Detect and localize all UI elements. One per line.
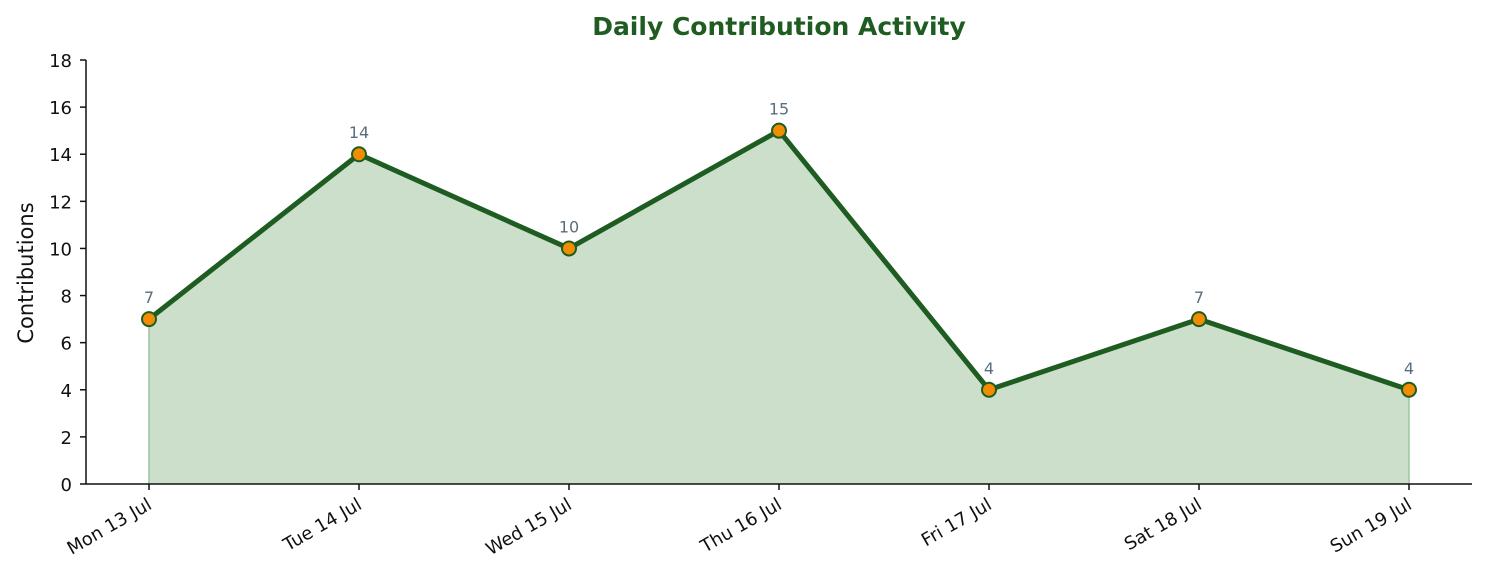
y-tick-label: 2 [61,428,72,449]
data-value-label: 10 [559,217,579,236]
data-point-marker [561,240,577,257]
data-point-marker [141,311,157,328]
data-point-marker [351,146,367,163]
y-tick-label: 18 [49,51,72,72]
y-tick-label: 8 [61,287,72,308]
x-tick-label: Wed 15 Jul [482,494,575,560]
y-tick-label: 12 [49,192,72,213]
y-tick-label: 10 [49,239,72,260]
x-tick-label: Mon 13 Jul [64,494,156,559]
markers-layer [141,122,1417,398]
y-tick-label: 4 [61,381,72,402]
chart-title: Daily Contribution Activity [592,12,966,41]
data-value-label: 7 [1194,288,1204,307]
y-tick-label: 16 [49,98,72,119]
data-value-label: 7 [144,288,154,307]
data-point-marker [771,122,787,139]
x-axis-ticks: Mon 13 Jul Tue 14 Jul Wed 15 Jul Thu 16 Jul… [64,484,1416,560]
area-fill [149,130,1409,484]
data-point-marker [981,381,997,398]
x-tick-label: Sun 19 Jul [1327,494,1416,557]
data-value-label: 14 [349,123,369,142]
x-tick-label: Tue 14 Jul [279,494,366,556]
y-tick-label: 0 [61,475,72,496]
x-tick-label: Sat 18 Jul [1121,494,1206,555]
y-axis-ticks: 0 2 4 6 8 10 12 14 16 18 [49,51,86,496]
x-tick-label: Thu 16 Jul [696,494,785,558]
area-layer [148,130,1410,484]
y-tick-label: 6 [61,334,72,355]
data-point-marker [1401,381,1417,398]
data-value-label: 15 [769,100,789,119]
y-axis-label: Contributions [14,202,38,343]
x-tick-label: Fri 17 Jul [918,494,996,551]
data-labels-layer: 7 14 10 15 4 7 4 [144,100,1414,378]
y-tick-label: 14 [49,145,72,166]
data-value-label: 4 [1404,359,1414,378]
data-point-marker [1191,311,1207,328]
data-value-label: 4 [984,359,994,378]
